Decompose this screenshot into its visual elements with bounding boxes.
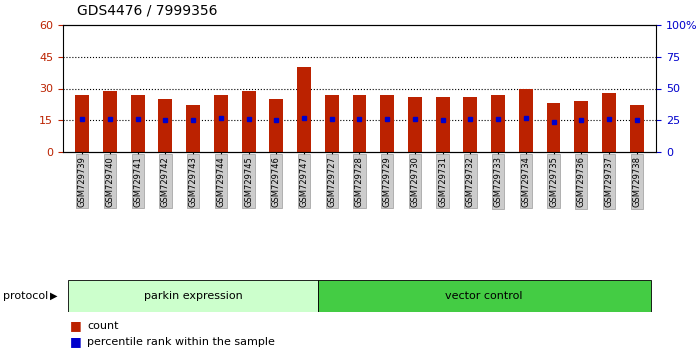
- Text: GSM729746: GSM729746: [272, 156, 281, 207]
- Text: GDS4476 / 7999356: GDS4476 / 7999356: [77, 4, 217, 18]
- Bar: [436, 97, 450, 152]
- Bar: [297, 67, 311, 152]
- Bar: [131, 95, 144, 152]
- Text: GSM729739: GSM729739: [77, 156, 87, 207]
- Text: GSM729742: GSM729742: [161, 156, 170, 207]
- Bar: [68, 280, 318, 312]
- Text: GSM729728: GSM729728: [355, 156, 364, 207]
- Text: GSM729744: GSM729744: [216, 156, 225, 207]
- Bar: [352, 95, 366, 152]
- Text: GSM729738: GSM729738: [632, 156, 641, 207]
- Text: GSM729729: GSM729729: [383, 156, 392, 207]
- Bar: [519, 88, 533, 152]
- Bar: [214, 95, 228, 152]
- Bar: [491, 95, 505, 152]
- Text: GSM729735: GSM729735: [549, 156, 558, 207]
- Bar: [318, 280, 651, 312]
- Text: GSM729727: GSM729727: [327, 156, 336, 207]
- Text: GSM729743: GSM729743: [188, 156, 198, 207]
- Bar: [242, 91, 255, 152]
- Bar: [103, 91, 117, 152]
- Bar: [547, 103, 560, 152]
- Bar: [380, 95, 394, 152]
- Text: GSM729747: GSM729747: [299, 156, 309, 207]
- Bar: [463, 97, 477, 152]
- Text: vector control: vector control: [445, 291, 523, 301]
- Text: GSM729736: GSM729736: [577, 156, 586, 207]
- Text: percentile rank within the sample: percentile rank within the sample: [87, 337, 275, 347]
- Text: GSM729734: GSM729734: [521, 156, 530, 207]
- Text: GSM729740: GSM729740: [105, 156, 114, 207]
- Bar: [158, 99, 172, 152]
- Text: ■: ■: [70, 335, 82, 348]
- Text: GSM729731: GSM729731: [438, 156, 447, 207]
- Text: ■: ■: [70, 319, 82, 332]
- Text: GSM729745: GSM729745: [244, 156, 253, 207]
- Text: ▶: ▶: [50, 291, 58, 301]
- Bar: [602, 93, 616, 152]
- Text: GSM729737: GSM729737: [604, 156, 614, 207]
- Text: count: count: [87, 321, 119, 331]
- Bar: [325, 95, 339, 152]
- Bar: [75, 95, 89, 152]
- Text: GSM729733: GSM729733: [493, 156, 503, 207]
- Text: GSM729730: GSM729730: [410, 156, 419, 207]
- Text: protocol: protocol: [3, 291, 49, 301]
- Bar: [186, 105, 200, 152]
- Bar: [269, 99, 283, 152]
- Bar: [630, 105, 644, 152]
- Text: parkin expression: parkin expression: [144, 291, 242, 301]
- Text: GSM729732: GSM729732: [466, 156, 475, 207]
- Bar: [408, 97, 422, 152]
- Text: GSM729741: GSM729741: [133, 156, 142, 207]
- Bar: [574, 101, 588, 152]
